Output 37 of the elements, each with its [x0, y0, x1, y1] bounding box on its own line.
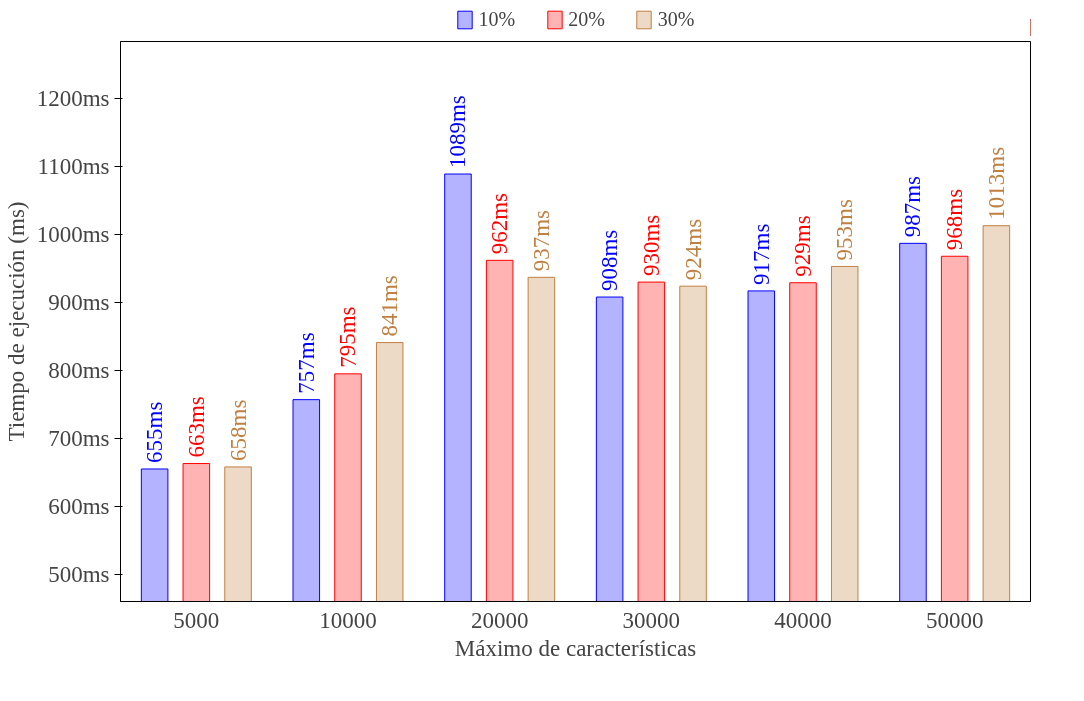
data-label: 987ms	[900, 175, 926, 238]
data-label: 953ms	[832, 199, 858, 261]
x-tick-label: 10000	[319, 607, 377, 633]
x-tick-label: 20000	[470, 607, 529, 633]
data-label: 930ms	[638, 214, 664, 277]
data-label: 841ms	[377, 275, 403, 337]
x-tick-label: 5000	[173, 607, 220, 633]
data-label: 937ms	[528, 209, 554, 272]
data-label: 795ms	[335, 306, 361, 368]
data-label: 663ms	[183, 396, 209, 458]
y-tick-label: 1200ms	[36, 86, 110, 112]
y-tick-label: 1100ms	[37, 154, 110, 180]
y-tick-label: 500ms	[48, 561, 110, 587]
y-tick-label: 700ms	[48, 425, 110, 451]
legend-label: 10%	[478, 7, 516, 31]
data-label: 924ms	[680, 218, 706, 281]
x-tick-label: 30000	[622, 607, 681, 633]
y-tick-label: 800ms	[48, 357, 110, 383]
data-label: 658ms	[225, 399, 251, 461]
data-label: 929ms	[790, 215, 816, 277]
data-label: 1013ms	[983, 146, 1009, 220]
data-label: 757ms	[293, 332, 319, 394]
x-tick-label: 40000	[774, 607, 832, 633]
y-axis-title: Tiempo de ejecución (ms)	[3, 201, 29, 442]
data-label: 908ms	[597, 229, 623, 292]
data-label: 917ms	[748, 223, 774, 285]
x-tick-label: 50000	[925, 607, 984, 633]
data-label: 655ms	[142, 401, 168, 463]
y-tick-label: 900ms	[48, 289, 110, 315]
data-label: 1089ms	[445, 95, 471, 169]
legend-label: 30%	[657, 7, 695, 31]
legend-label: 20%	[568, 7, 605, 31]
x-axis-title: Máximo de características	[454, 635, 697, 661]
data-label: 962ms	[487, 192, 513, 255]
data-label: 968ms	[942, 188, 968, 251]
y-tick-label: 1000ms	[36, 222, 110, 248]
y-tick-label: 600ms	[48, 493, 110, 519]
